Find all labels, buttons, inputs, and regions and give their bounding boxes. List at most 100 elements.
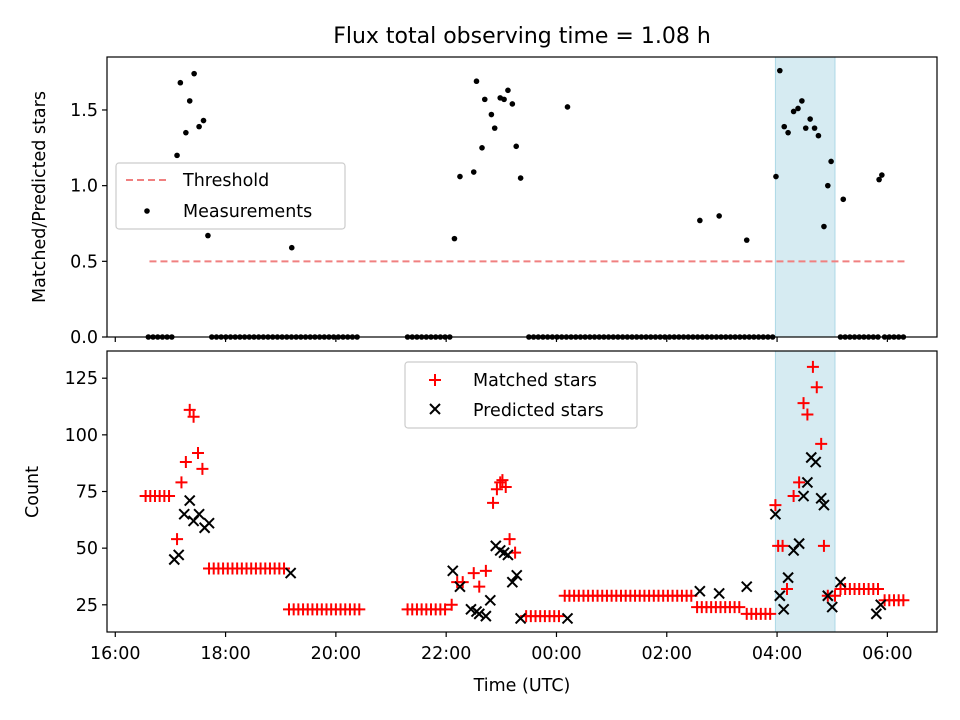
matched-stars-point bbox=[776, 539, 789, 552]
matched-stars-point bbox=[787, 490, 800, 503]
measurement-point bbox=[743, 237, 750, 243]
measurement-point bbox=[470, 169, 477, 175]
measurement-point bbox=[473, 78, 480, 85]
matched-stars-point bbox=[817, 539, 830, 552]
matched-stars-point bbox=[187, 410, 200, 423]
matched-stars-point bbox=[797, 397, 810, 410]
matched-stars-point bbox=[503, 533, 516, 546]
bottom-y-tick-label: 25 bbox=[76, 596, 98, 616]
matched-stars-point bbox=[179, 456, 192, 469]
measurement-point bbox=[564, 104, 571, 110]
x-tick-label: 00:00 bbox=[531, 644, 581, 664]
measurement-point bbox=[177, 79, 184, 86]
top-y-ticks: 0.0 0.5 1.0 1.5 bbox=[70, 101, 107, 348]
top-y-tick-label: 1.0 bbox=[70, 177, 98, 197]
top-axes-frame bbox=[106, 56, 938, 338]
matched-stars-point bbox=[439, 603, 452, 616]
predicted-stars-point bbox=[193, 508, 205, 520]
predicted-stars-point bbox=[178, 508, 190, 520]
bottom-y-tick-label: 100 bbox=[65, 426, 98, 446]
measurement-point bbox=[879, 172, 885, 178]
matched-stars-point bbox=[552, 610, 565, 623]
x-axis-label: Time (UTC) bbox=[473, 676, 571, 696]
predicted-stars-point bbox=[741, 580, 753, 593]
matched-stars-point bbox=[810, 381, 823, 394]
measurement-point bbox=[815, 132, 822, 139]
legend-matched-swatch bbox=[429, 374, 441, 386]
predicted-stars-point bbox=[769, 508, 782, 520]
measurement-point bbox=[517, 175, 524, 181]
measurement-point bbox=[811, 125, 818, 131]
measurement-point bbox=[191, 70, 197, 77]
legend-predicted-label: Predicted stars bbox=[473, 401, 604, 421]
top-legend: Threshold Measurements bbox=[115, 162, 346, 230]
predicted-stars-point bbox=[454, 580, 466, 593]
matched-stars-point bbox=[733, 601, 746, 614]
predicted-stars-point bbox=[713, 587, 725, 600]
chart-title: Flux total observing time = 1.08 h bbox=[333, 24, 711, 49]
legend-measurements-swatch bbox=[144, 208, 150, 214]
measurement-point bbox=[505, 87, 511, 94]
measurement-point bbox=[716, 213, 722, 219]
measurement-point bbox=[825, 182, 831, 189]
measurement-point bbox=[840, 196, 847, 203]
matched-stars-point bbox=[815, 437, 828, 450]
measurement-point bbox=[799, 98, 805, 104]
bottom-panel: 25 50 75 100 125 16:00 18:00 20:00 22:00 00:00 02… bbox=[23, 350, 938, 696]
predicted-stars-point bbox=[875, 599, 887, 611]
measurement-point bbox=[513, 143, 520, 150]
predicted-stars-point bbox=[447, 565, 459, 577]
measurement-point bbox=[183, 129, 189, 136]
predicted-stars-point bbox=[172, 549, 185, 561]
x-tick-label: 04:00 bbox=[752, 644, 802, 664]
predicted-stars-point bbox=[801, 476, 814, 489]
top-y-tick-label: 0.0 bbox=[70, 328, 98, 348]
predicted-stars-point bbox=[822, 590, 834, 602]
matched-stars-point bbox=[163, 490, 176, 503]
measurement-point bbox=[781, 123, 788, 130]
bottom-legend: Matched stars Predicted stars bbox=[404, 361, 638, 429]
measurement-point bbox=[457, 173, 463, 180]
matched-stars-point bbox=[806, 360, 819, 373]
measurement-point bbox=[790, 108, 797, 115]
legend-threshold-label: Threshold bbox=[182, 171, 269, 191]
matched-stars-point bbox=[499, 480, 512, 493]
measurement-point bbox=[481, 96, 488, 103]
measurement-point bbox=[451, 235, 458, 242]
matched-stars-point bbox=[191, 446, 204, 459]
predicted-stars-point bbox=[203, 517, 215, 529]
predicted-stars-point bbox=[694, 585, 706, 597]
measurement-point bbox=[200, 117, 207, 124]
matched-stars-point bbox=[183, 403, 196, 416]
predicted-stars-point bbox=[797, 490, 810, 502]
predicted-stars-point bbox=[506, 576, 519, 588]
measurement-point bbox=[876, 176, 882, 183]
measurement-point bbox=[488, 111, 495, 118]
measurement-point bbox=[697, 217, 703, 224]
predicted-stars-point bbox=[473, 608, 485, 620]
predicted-stars-point bbox=[774, 590, 786, 602]
predicted-stars-point bbox=[793, 537, 805, 550]
matched-stars-point bbox=[456, 576, 469, 589]
measurement-point bbox=[196, 123, 202, 130]
predicted-stars-point bbox=[511, 569, 523, 582]
bottom-x-ticks: 16:00 18:00 20:00 22:00 00:00 02:00 04:00 06:00 bbox=[90, 632, 913, 664]
top-y-axis-label: Matched/Predicted stars bbox=[30, 91, 50, 303]
measurement-point bbox=[186, 98, 193, 104]
predicted-stars-point bbox=[184, 494, 196, 507]
matched-stars-point bbox=[496, 474, 509, 487]
measurement-point bbox=[501, 96, 507, 103]
predicted-stars-point bbox=[514, 612, 527, 625]
predicted-stars-point bbox=[809, 456, 822, 468]
x-tick-label: 22:00 bbox=[421, 644, 471, 664]
bottom-y-tick-label: 75 bbox=[76, 483, 98, 503]
matched-stars-point bbox=[871, 582, 884, 595]
bottom-plot-area bbox=[139, 350, 910, 633]
matched-stars-point bbox=[828, 589, 841, 602]
top-plot-area bbox=[145, 56, 909, 340]
predicted-stars-point bbox=[561, 612, 574, 625]
matched-stars-point bbox=[769, 499, 782, 512]
matched-stars-point bbox=[445, 598, 458, 611]
measurement-point bbox=[807, 116, 813, 122]
